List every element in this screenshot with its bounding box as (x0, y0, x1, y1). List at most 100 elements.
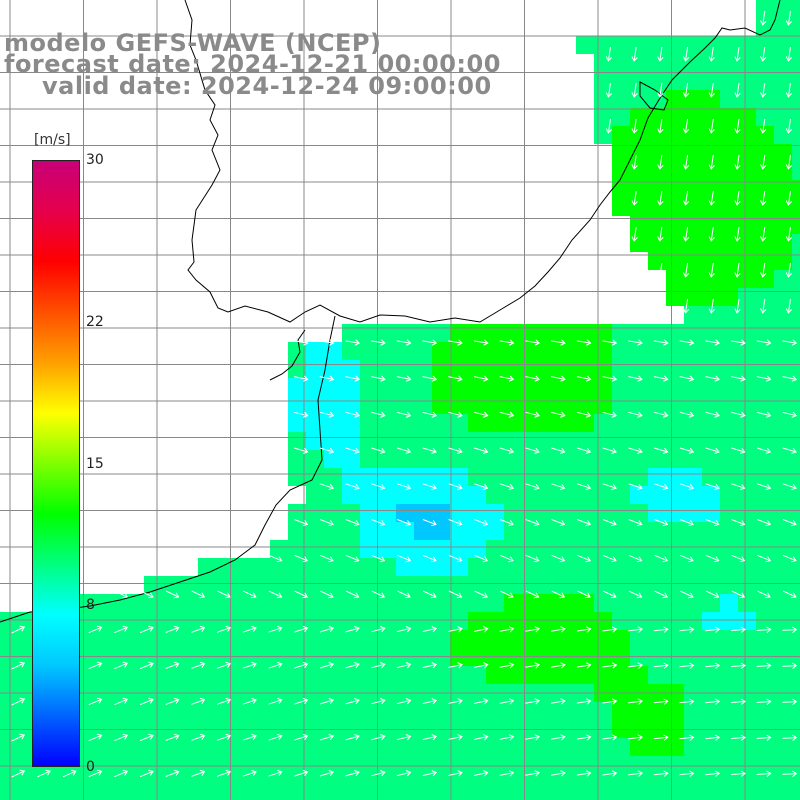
wind-speed-cell (558, 360, 576, 378)
wind-speed-cell (396, 414, 414, 432)
wind-speed-cell (18, 702, 36, 720)
wind-arrow (191, 697, 206, 705)
wind-speed-cell (576, 486, 594, 504)
wind-speed-cell (378, 576, 396, 594)
wind-speed-cell (414, 558, 432, 576)
wind-speed-cell (576, 738, 594, 756)
wind-arrow (371, 554, 386, 563)
wind-arrow (782, 662, 798, 669)
wind-arrow (756, 411, 772, 418)
wind-arrow (525, 483, 540, 491)
wind-speed-cell (774, 756, 792, 774)
wind-arrow (760, 119, 767, 134)
wind-speed-cell (756, 378, 774, 396)
wind-speed-cell (252, 738, 270, 756)
wind-speed-cell (576, 468, 594, 486)
wind-speed-cell (414, 486, 432, 504)
wind-arrow (551, 375, 566, 382)
wind-arrow (114, 590, 128, 599)
wind-speed-cell (738, 54, 756, 72)
wind-speed-cell (360, 504, 378, 522)
wind-speed-cell (234, 702, 252, 720)
wind-speed-cell (432, 378, 450, 396)
wind-speed-cell (720, 36, 738, 54)
wind-speed-cell (702, 576, 720, 594)
wind-speed-cell (0, 774, 18, 792)
wind-arrow (757, 554, 772, 563)
wind-arrow (242, 769, 257, 777)
wind-speed-cell (522, 594, 540, 612)
wind-speed-cell (702, 324, 720, 342)
wind-speed-cell (756, 486, 774, 504)
wind-arrow (319, 375, 335, 382)
wind-speed-cell (756, 450, 774, 468)
wind-speed-cell (342, 522, 360, 540)
wind-arrow (422, 483, 437, 491)
wind-speed-cell (288, 594, 306, 612)
wind-speed-cell (306, 738, 324, 756)
wind-speed-cell (486, 486, 504, 504)
wind-speed-cell (774, 378, 792, 396)
wind-speed-cell (792, 540, 800, 558)
wind-speed-cell (702, 702, 720, 720)
wind-arrow (657, 155, 664, 170)
wind-speed-cell (612, 432, 630, 450)
wind-speed-cell (414, 522, 432, 540)
wind-speed-cell (684, 162, 702, 180)
wind-arrow (422, 554, 437, 563)
wind-arrow (631, 155, 638, 170)
wind-speed-cell (738, 360, 756, 378)
wind-speed-cell (792, 486, 800, 504)
wind-speed-cell (288, 612, 306, 630)
wind-speed-cell (540, 450, 558, 468)
wind-speed-cell (432, 486, 450, 504)
wind-speed-cell (342, 324, 360, 342)
wind-arrow (682, 47, 690, 62)
wind-speed-cell (486, 414, 504, 432)
wind-speed-cell (702, 558, 720, 576)
wind-speed-cell (504, 486, 522, 504)
wind-speed-cell (720, 180, 738, 198)
wind-speed-cell (414, 774, 432, 792)
wind-arrow (165, 625, 180, 633)
wind-speed-cell (756, 90, 774, 108)
wind-speed-cell (288, 360, 306, 378)
wind-speed-cell (540, 540, 558, 558)
wind-speed-cell (648, 594, 666, 612)
colorbar-unit-label: [m/s] (34, 132, 71, 148)
wind-speed-cell (378, 666, 396, 684)
wind-speed-cell (522, 576, 540, 594)
wind-speed-cell (450, 666, 468, 684)
wind-arrow (499, 626, 515, 633)
wind-arrow (782, 734, 798, 741)
wind-speed-cell (720, 756, 738, 774)
wind-speed-cell (756, 54, 774, 72)
wind-speed-cell (630, 738, 648, 756)
wind-speed-cell (126, 594, 144, 612)
wind-speed-cell (648, 144, 666, 162)
wind-speed-cell (378, 342, 396, 360)
wind-speed-cell (468, 396, 486, 414)
wind-speed-cell (594, 522, 612, 540)
wind-speed-cell (774, 486, 792, 504)
wind-speed-cell (774, 504, 792, 522)
wind-speed-cell (648, 576, 666, 594)
wind-arrow (657, 263, 664, 278)
wind-speed-cell (612, 612, 630, 630)
wind-arrow (217, 590, 231, 599)
wind-speed-cell (684, 612, 702, 630)
wind-speed-cell (432, 540, 450, 558)
wind-speed-cell (756, 504, 774, 522)
wind-speed-cell (540, 756, 558, 774)
wind-speed-cell (774, 144, 792, 162)
wind-speed-cell (162, 738, 180, 756)
wind-speed-cell (360, 630, 378, 648)
wind-speed-cell (306, 630, 324, 648)
wind-speed-cell (684, 306, 702, 324)
wind-speed-cell (468, 630, 486, 648)
wind-speed-cell (414, 630, 432, 648)
wind-speed-cell (792, 324, 800, 342)
wind-speed-cell (720, 270, 738, 288)
wind-speed-cell (774, 288, 792, 306)
wind-speed-cell (612, 558, 630, 576)
